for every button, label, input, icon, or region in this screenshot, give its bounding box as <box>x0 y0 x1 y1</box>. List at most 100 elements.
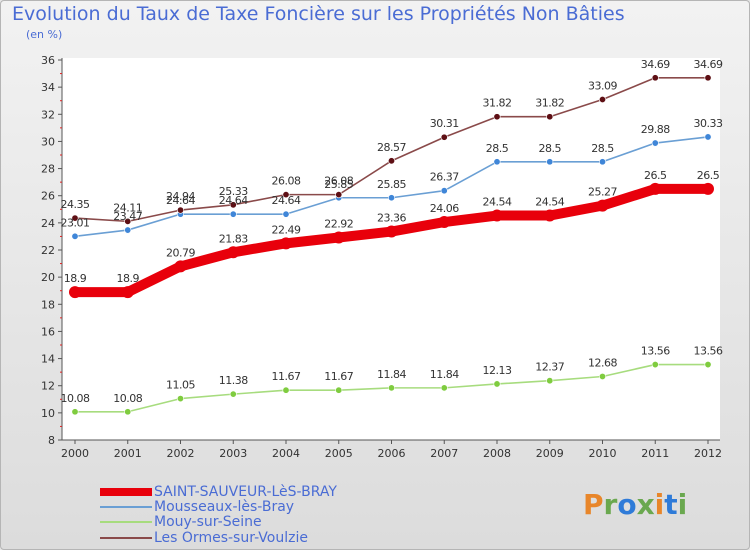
data-point <box>651 74 659 82</box>
data-label: 11.84 <box>430 368 459 381</box>
data-label: 10.08 <box>113 392 142 405</box>
data-point <box>282 386 290 394</box>
legend-item-ormes[interactable]: Les Ormes-sur-Voulzie <box>100 530 308 546</box>
data-point <box>546 113 554 121</box>
x-tick-label: 2006 <box>378 447 406 460</box>
data-label: 24.64 <box>166 194 195 207</box>
data-label: 11.67 <box>272 370 301 383</box>
data-point <box>598 372 606 380</box>
data-label: 24.64 <box>219 194 248 207</box>
data-label: 25.85 <box>377 178 406 191</box>
data-point <box>649 182 662 195</box>
data-point <box>385 225 398 238</box>
data-point <box>227 246 240 259</box>
legend-swatch-mouy <box>100 521 152 523</box>
legend-label-mouy: Mouy-sur-Seine <box>154 514 262 530</box>
x-tick-label: 2010 <box>589 447 617 460</box>
data-label: 10.08 <box>61 392 90 405</box>
proxiti-logo: Proxiti <box>583 488 687 521</box>
data-point <box>71 408 79 416</box>
data-label: 28.5 <box>539 142 562 155</box>
data-point <box>651 139 659 147</box>
legend-label-mousseaux: Mousseaux-lès-Bray <box>154 499 295 515</box>
data-label: 25.33 <box>219 185 248 198</box>
data-label: 24.11 <box>113 201 142 214</box>
data-point <box>332 231 345 244</box>
data-point <box>71 214 79 222</box>
data-label: 24.35 <box>61 198 90 211</box>
data-point <box>174 260 187 273</box>
data-label: 30.33 <box>694 117 723 130</box>
x-tick-label: 2001 <box>114 447 142 460</box>
legend-item-saint-sauveur[interactable]: SAINT-SAUVEUR-LèS-BRAY <box>100 484 337 500</box>
data-point <box>282 191 290 199</box>
data-label: 26.37 <box>430 171 459 184</box>
data-point <box>704 361 712 369</box>
data-point <box>71 232 79 240</box>
data-point <box>543 209 556 222</box>
data-label: 23.01 <box>61 216 90 229</box>
logo-letter: o <box>617 488 637 521</box>
data-label: 25.85 <box>324 178 353 191</box>
data-label: 11.67 <box>324 370 353 383</box>
y-tick-label: 8 <box>48 434 55 447</box>
legend-item-mouy[interactable]: Mouy-sur-Seine <box>100 514 262 530</box>
data-label: 25.27 <box>588 186 617 199</box>
data-point <box>546 377 554 385</box>
y-tick-label: 28 <box>41 163 55 176</box>
y-axis-unit: (en %) <box>26 28 63 41</box>
data-label: 21.83 <box>219 232 248 245</box>
x-tick-label: 2004 <box>272 447 300 460</box>
data-point <box>598 95 606 103</box>
data-label: 26.5 <box>697 169 720 182</box>
data-label: 18.9 <box>117 272 140 285</box>
data-label: 23.36 <box>377 212 406 225</box>
data-label: 31.82 <box>483 97 512 110</box>
data-label: 28.57 <box>377 141 406 154</box>
legend-label-ormes: Les Ormes-sur-Voulzie <box>154 530 308 546</box>
data-point <box>177 206 185 214</box>
data-point <box>598 158 606 166</box>
data-point <box>387 384 395 392</box>
data-point <box>335 386 343 394</box>
data-label: 11.05 <box>166 379 195 392</box>
y-tick-label: 20 <box>41 271 55 284</box>
x-tick-label: 2009 <box>536 447 564 460</box>
data-label: 28.5 <box>591 142 614 155</box>
x-tick-label: 2002 <box>167 447 195 460</box>
x-tick-label: 2011 <box>641 447 669 460</box>
data-label: 22.92 <box>324 218 353 231</box>
data-point <box>546 158 554 166</box>
data-point <box>124 408 132 416</box>
data-point <box>440 384 448 392</box>
data-label: 18.9 <box>64 272 87 285</box>
data-label: 12.13 <box>483 364 512 377</box>
x-tick-label: 2000 <box>61 447 89 460</box>
y-tick-label: 32 <box>41 108 55 121</box>
data-point <box>596 199 609 212</box>
data-label: 29.88 <box>641 123 670 136</box>
legend-item-mousseaux[interactable]: Mousseaux-lès-Bray <box>100 499 294 515</box>
x-tick-label: 2008 <box>483 447 511 460</box>
data-point <box>121 286 134 299</box>
data-point <box>229 210 237 218</box>
chart-title: Evolution du Taux de Taxe Foncière sur l… <box>12 3 625 25</box>
data-label: 13.56 <box>694 345 723 358</box>
data-point <box>282 210 290 218</box>
x-tick-label: 2005 <box>325 447 353 460</box>
data-label: 34.69 <box>694 58 723 71</box>
data-point <box>651 361 659 369</box>
y-tick-label: 30 <box>41 135 55 148</box>
data-label: 26.5 <box>644 169 667 182</box>
legend-swatch-saint-sauveur <box>100 488 152 496</box>
data-point <box>493 113 501 121</box>
data-point <box>440 187 448 195</box>
logo-letter: P <box>583 488 604 521</box>
data-point <box>704 74 712 82</box>
y-tick-label: 24 <box>41 217 55 230</box>
data-point <box>335 191 343 199</box>
logo-letter: i <box>677 488 688 521</box>
data-label: 12.68 <box>588 356 617 369</box>
data-label: 26.08 <box>272 175 301 188</box>
